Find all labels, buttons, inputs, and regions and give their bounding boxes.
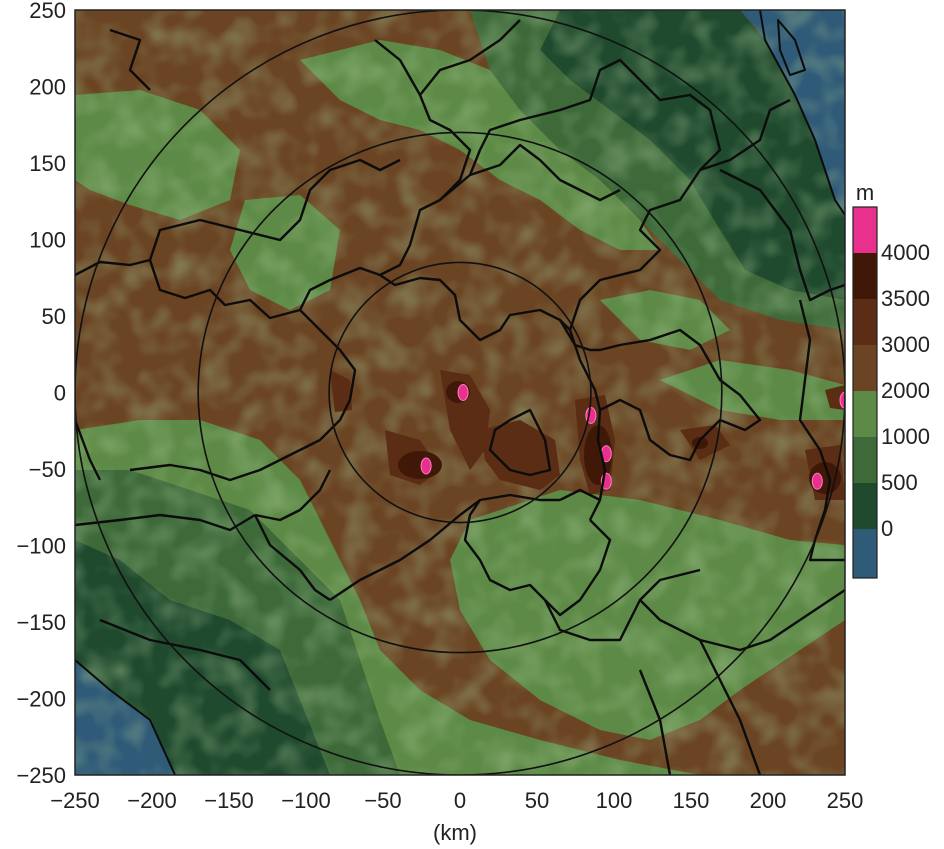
colorbar-swatch-3000-3500 xyxy=(853,299,877,345)
x-axis-unit-label: (km) xyxy=(433,820,477,845)
y-tick-label: 250 xyxy=(29,0,66,23)
colorbar-frame xyxy=(852,206,878,579)
peak-marker xyxy=(839,391,845,409)
y-tick-label: 100 xyxy=(29,228,66,253)
x-tick-label: −250 xyxy=(50,788,100,813)
colorbar-swatch-below-0 xyxy=(853,529,877,578)
colorbar-swatch-3500-4000 xyxy=(853,253,877,299)
y-tick-label: −200 xyxy=(16,687,66,712)
peaks-layer xyxy=(420,384,845,490)
x-tick-label: −50 xyxy=(364,788,401,813)
peak-marker xyxy=(457,384,469,401)
colorbar-label-3000: 3000 xyxy=(881,332,930,357)
colorbar-swatch-0-500 xyxy=(853,483,877,529)
plot-frame xyxy=(74,9,846,776)
coastlines xyxy=(75,10,845,775)
colorbar-swatch-2000-3000 xyxy=(853,345,877,391)
y-tick-label: 150 xyxy=(29,151,66,176)
colorbar-swatch-1000-2000 xyxy=(853,391,877,437)
colorbar-swatch-500-1000 xyxy=(853,437,877,483)
y-tick-label: −100 xyxy=(16,534,66,559)
x-tick-label: −100 xyxy=(281,788,331,813)
range-rings xyxy=(75,10,845,775)
colorbar-unit: m xyxy=(856,180,874,205)
y-tick-label: −50 xyxy=(29,457,66,482)
plot-area xyxy=(75,10,845,775)
colorbar-label-0: 0 xyxy=(881,516,893,541)
state-boundaries xyxy=(75,19,845,775)
x-tick-label: −150 xyxy=(204,788,254,813)
x-tick-label: −200 xyxy=(127,788,177,813)
y-axis-ticks: 250 200 150 100 50 0 −50 −100 −150 −200 −250 xyxy=(16,0,66,788)
y-tick-label: −250 xyxy=(16,763,66,788)
colorbar: m 4000 3500 3000 2000 1000 500 0 xyxy=(852,180,930,579)
x-axis-ticks: −250 −200 −150 −100 −50 0 50 100 150 200 250 xyxy=(50,788,863,813)
y-tick-label: 0 xyxy=(54,381,66,406)
colorbar-label-1000: 1000 xyxy=(881,424,930,449)
peak-marker xyxy=(420,457,432,475)
x-tick-label: 0 xyxy=(454,788,466,813)
range-ring-85km xyxy=(328,261,592,524)
colorbar-label-2000: 2000 xyxy=(881,378,930,403)
x-tick-label: 250 xyxy=(827,788,864,813)
x-tick-label: 150 xyxy=(673,788,710,813)
x-tick-label: 200 xyxy=(750,788,787,813)
range-ring-170km xyxy=(197,131,723,654)
colorbar-label-4000: 4000 xyxy=(881,240,930,265)
peak-marker xyxy=(811,472,823,490)
x-tick-label: 50 xyxy=(525,788,549,813)
colorbar-swatch-above-4000 xyxy=(853,207,877,253)
y-tick-label: 200 xyxy=(29,75,66,100)
colorbar-label-500: 500 xyxy=(881,470,918,495)
y-tick-label: 50 xyxy=(42,304,66,329)
y-tick-label: −150 xyxy=(16,610,66,635)
colorbar-label-3500: 3500 xyxy=(881,286,930,311)
x-tick-label: 100 xyxy=(596,788,633,813)
